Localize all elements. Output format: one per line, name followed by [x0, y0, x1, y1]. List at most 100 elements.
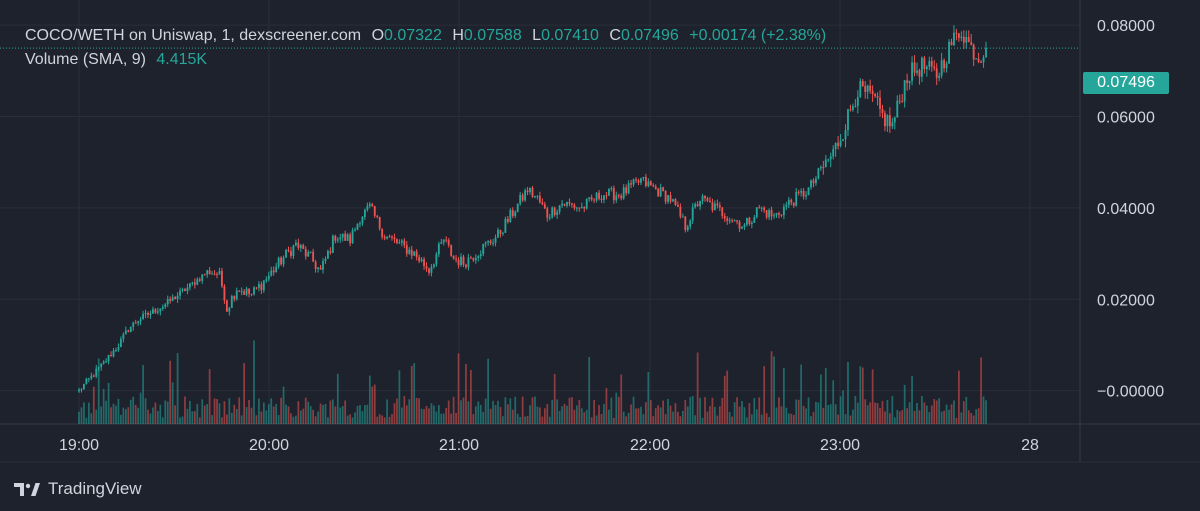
candle-body	[731, 220, 734, 222]
volume-bar	[95, 409, 98, 424]
volume-bar	[861, 367, 864, 424]
volume-bar	[642, 414, 645, 424]
high-key: H	[452, 27, 464, 44]
volume-bar	[117, 398, 120, 424]
volume-bar	[640, 406, 642, 424]
volume-bar	[317, 411, 319, 424]
candle-body	[736, 220, 738, 222]
volume-bar	[637, 408, 640, 424]
candle-body	[198, 279, 201, 281]
candle-body	[748, 217, 751, 225]
candle-body	[497, 229, 499, 238]
candle-body	[953, 32, 955, 46]
candle-body	[230, 295, 233, 308]
volume-bar	[450, 413, 453, 424]
volume-bar	[576, 405, 578, 424]
candle-body	[553, 207, 556, 216]
volume-bar	[230, 413, 233, 424]
candle-body	[758, 207, 761, 209]
volume-bar	[405, 405, 408, 424]
volume-bar	[124, 409, 127, 424]
candle-body	[938, 75, 941, 78]
volume-bar	[470, 369, 472, 424]
candle-body	[908, 80, 911, 84]
candle-body	[834, 142, 837, 150]
volume-bar	[87, 402, 90, 424]
volume-bar	[852, 409, 854, 424]
volume-bar	[829, 404, 832, 424]
volume-bar	[891, 396, 894, 424]
volume-bar	[120, 414, 122, 424]
volume-bar	[428, 408, 430, 424]
volume-bar	[282, 386, 285, 424]
tradingview-brand[interactable]: TradingView	[14, 477, 142, 501]
candle-body	[216, 273, 218, 275]
volume-bar	[938, 398, 941, 424]
volume-bar	[201, 399, 204, 424]
volume-bar	[723, 375, 726, 424]
candle-body	[349, 234, 352, 244]
candle-body	[221, 270, 223, 287]
volume-bar	[886, 399, 889, 424]
candle-body	[881, 108, 884, 114]
candle-body	[452, 255, 455, 259]
candle-body	[92, 375, 95, 377]
candle-body	[208, 270, 211, 275]
candle-body	[154, 309, 157, 313]
y-tick-label: 0.08000	[1097, 18, 1155, 35]
candle-body	[869, 85, 872, 91]
volume-bar	[122, 407, 125, 424]
candle-body	[191, 282, 194, 284]
volume-bar	[479, 404, 482, 424]
candle-body	[972, 44, 975, 60]
volume-bar	[487, 358, 489, 424]
candle-body	[950, 41, 953, 46]
candle-body	[642, 176, 645, 179]
candle-body	[681, 216, 684, 218]
volume-bars	[78, 340, 987, 424]
volume-bar	[302, 408, 305, 424]
candle-body	[906, 80, 909, 84]
volume-bar	[773, 356, 775, 424]
volume-bar	[536, 406, 539, 424]
volume-bar	[812, 412, 815, 424]
volume-bar	[876, 403, 879, 424]
candle-body	[943, 60, 946, 69]
candle-body	[728, 220, 731, 222]
candle-body	[746, 217, 748, 225]
candle-body	[684, 216, 687, 230]
volume-bar	[203, 405, 206, 424]
volume-bar	[600, 414, 603, 424]
volume-bar	[792, 414, 795, 424]
volume-bar	[386, 399, 388, 424]
volume-bar	[445, 407, 448, 424]
volume-bar	[889, 413, 891, 424]
candle-body	[763, 207, 766, 211]
candle-body	[960, 36, 963, 38]
candle-body	[612, 188, 615, 201]
volume-bar	[962, 401, 965, 424]
volume-bar	[925, 405, 928, 424]
volume-bar	[477, 401, 480, 424]
volume-bar	[339, 407, 342, 424]
candle-body	[563, 203, 566, 206]
candle-body	[874, 93, 877, 97]
volume-bar	[309, 406, 312, 424]
candle-body	[437, 243, 440, 255]
volume-bar	[206, 404, 209, 424]
candle-body	[482, 243, 485, 255]
candle-body	[371, 204, 374, 207]
volume-bar	[401, 407, 403, 424]
volume-bar	[262, 402, 265, 424]
candle-body	[107, 354, 110, 362]
candle-body	[625, 187, 628, 194]
candle-body	[849, 109, 852, 111]
candle-body	[193, 282, 196, 285]
candle-body	[368, 204, 371, 206]
volume-bar	[580, 408, 583, 424]
volume-bar	[709, 406, 711, 424]
volume-bar	[418, 398, 420, 424]
candle-body	[593, 199, 596, 201]
